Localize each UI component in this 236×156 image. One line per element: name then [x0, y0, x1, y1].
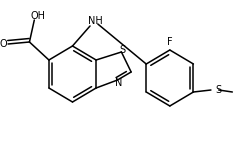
- Text: N: N: [115, 78, 122, 88]
- Text: OH: OH: [31, 11, 46, 21]
- Text: O: O: [0, 39, 7, 49]
- Text: F: F: [167, 37, 173, 47]
- Text: S: S: [119, 45, 126, 55]
- Text: S: S: [216, 85, 222, 95]
- Text: NH: NH: [88, 16, 102, 26]
